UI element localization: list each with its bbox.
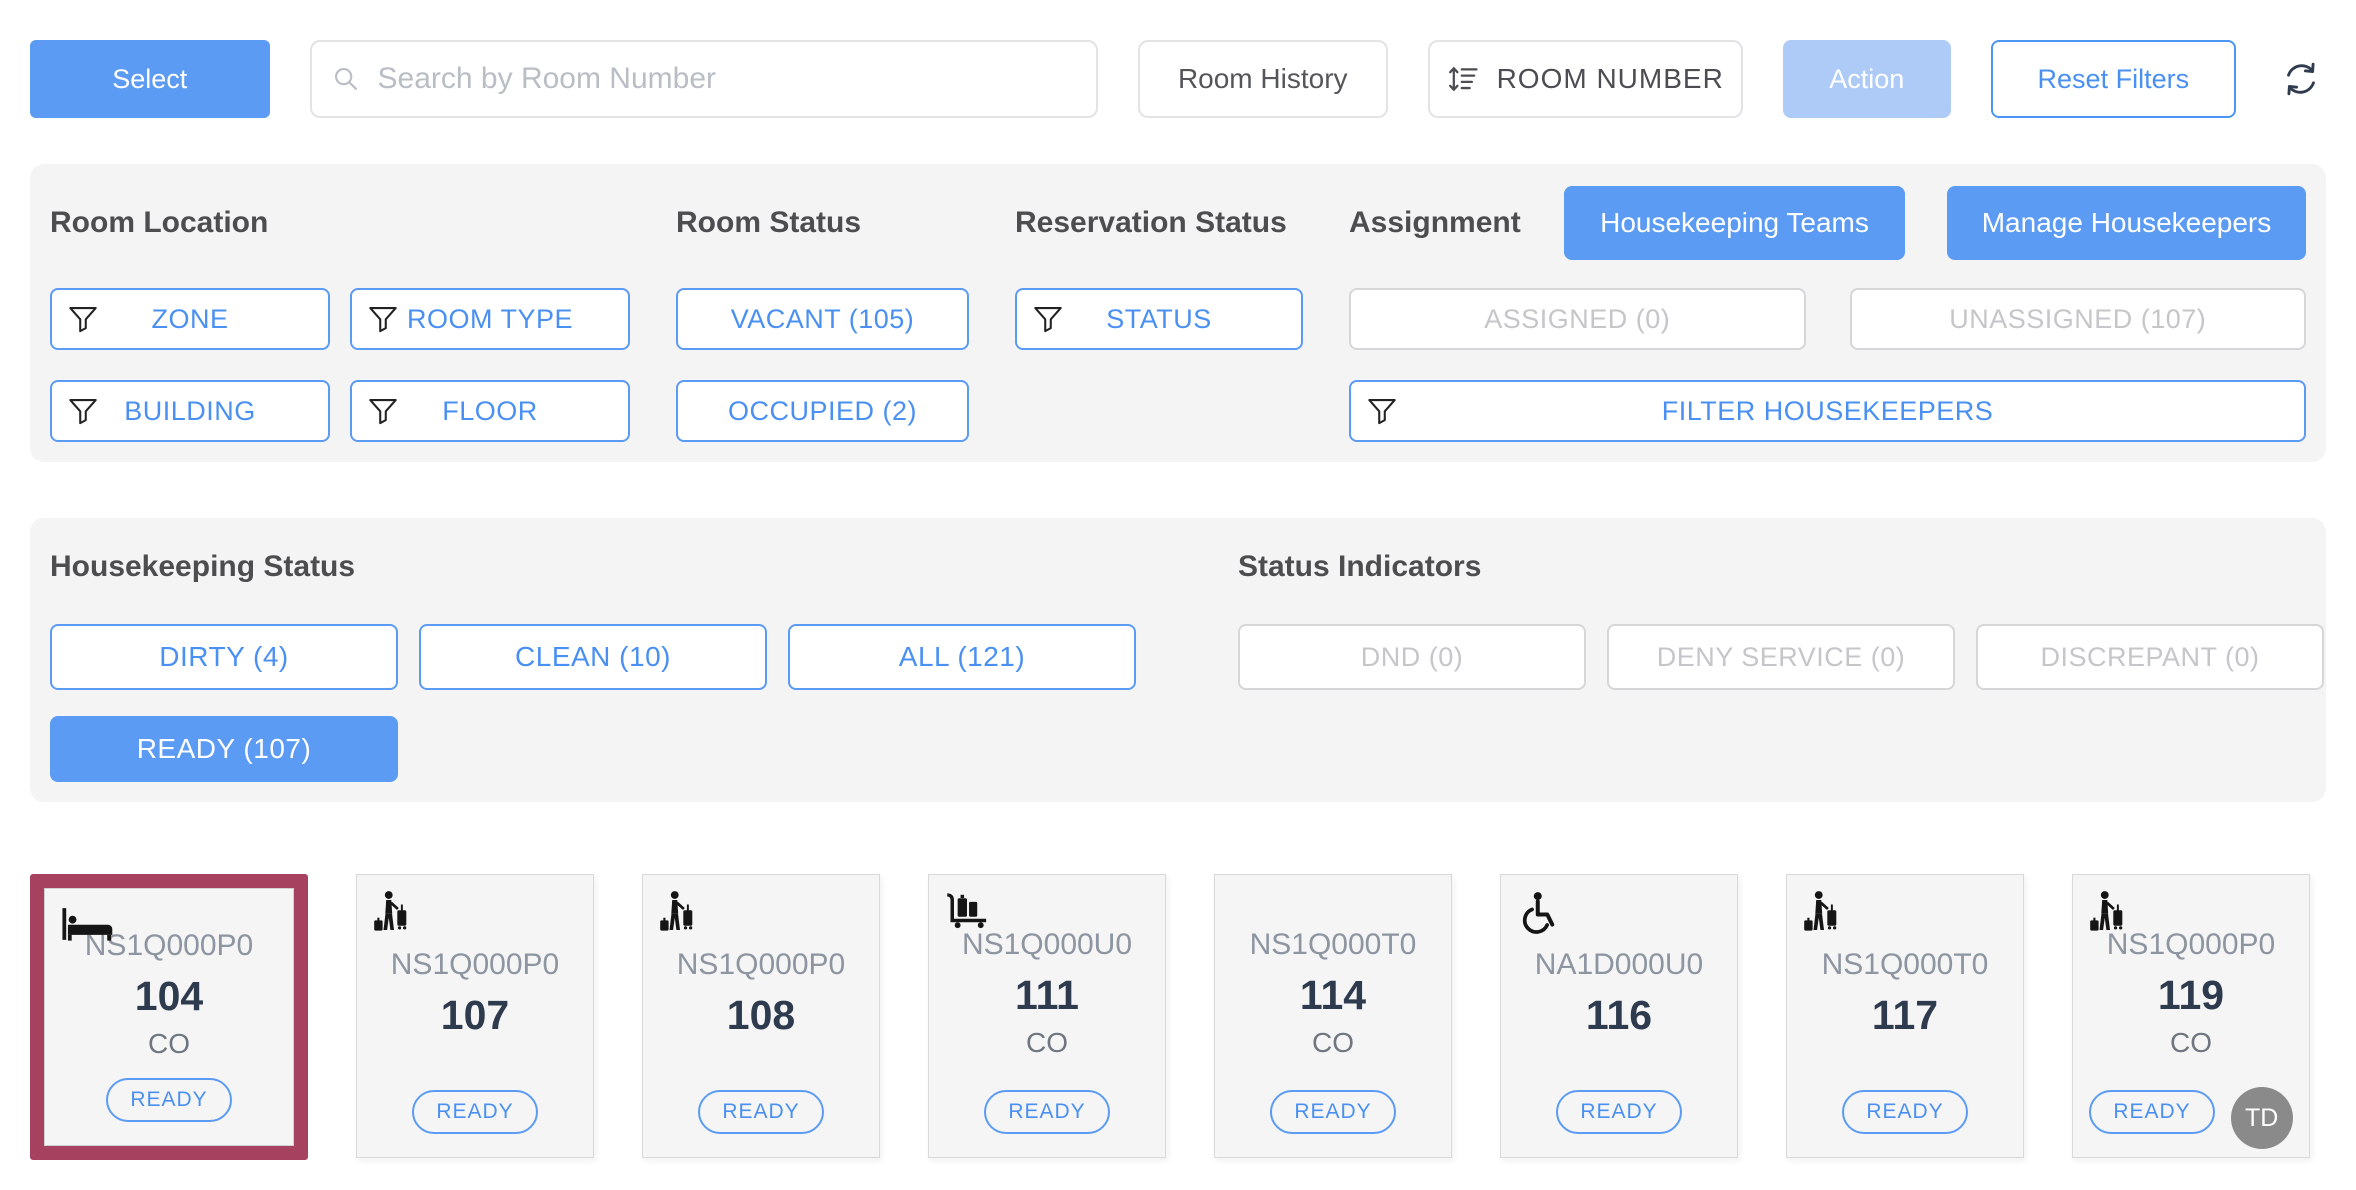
room-card[interactable]: NS1Q000P0 119 CO READY TD: [2072, 874, 2310, 1158]
room-history-button[interactable]: Room History: [1137, 40, 1388, 118]
reservation-status-label: CO: [148, 1028, 190, 1059]
status-indicators-section: Status Indicators DND (0) DENY SERVICE (…: [1238, 550, 2324, 782]
filter-funnel-icon: [69, 306, 97, 333]
housekeeping-teams-button[interactable]: Housekeeping Teams: [1564, 186, 1905, 260]
room-number: 117: [1871, 992, 1939, 1038]
bed-icon: [61, 905, 113, 943]
room-status-badge: READY: [2089, 1090, 2215, 1134]
manage-housekeepers-button[interactable]: Manage Housekeepers: [1947, 186, 2306, 260]
dnd-filter-button[interactable]: DND (0): [1238, 624, 1586, 690]
room-card[interactable]: NS1Q000U0 111 CO READY: [928, 874, 1166, 1158]
reservation-status-label: CO: [1312, 1027, 1354, 1058]
room-type-code: NA1D000U0: [1534, 948, 1704, 981]
room-type-code: NS1Q000P0: [2106, 928, 2276, 961]
wheelchair-icon: [1517, 890, 1557, 935]
search-input[interactable]: [309, 40, 1098, 118]
assignment-section: Assignment Housekeeping Teams Manage Hou…: [1349, 186, 2306, 442]
room-status-title: Room Status: [676, 206, 862, 239]
refresh-button[interactable]: [2276, 54, 2326, 104]
room-status-section: Room Status VACANT (105) OCCUPIED (2): [676, 186, 969, 442]
room-status-badge: READY: [1270, 1090, 1396, 1134]
action-button[interactable]: Action: [1782, 40, 1951, 118]
room-card[interactable]: NS1Q000P0 108 READY: [642, 874, 880, 1158]
room-type-code: NS1Q000T0: [1249, 928, 1417, 961]
reservation-status-filter-button[interactable]: STATUS: [1015, 288, 1303, 350]
room-type-code: NS1Q000T0: [1821, 948, 1989, 981]
select-button[interactable]: Select: [30, 40, 270, 118]
filter-funnel-icon: [1034, 306, 1062, 333]
room-status-badge: READY: [1556, 1090, 1682, 1134]
guest-with-luggage-icon: [659, 891, 695, 933]
room-card[interactable]: NS1Q000T0 117 READY: [1786, 874, 2024, 1158]
sort-by-room-number-button[interactable]: ROOM NUMBER: [1427, 40, 1743, 118]
guest-with-luggage-icon: [373, 891, 409, 933]
room-type-code: NS1Q000U0: [961, 928, 1133, 961]
floor-filter-button[interactable]: FLOOR: [350, 380, 630, 442]
luggage-cart-icon: [945, 891, 989, 929]
reset-filters-button[interactable]: Reset Filters: [1990, 40, 2237, 118]
unassigned-filter-button[interactable]: UNASSIGNED (107): [1849, 288, 2306, 350]
vacant-filter-button[interactable]: VACANT (105): [676, 288, 969, 350]
refresh-icon: [2287, 62, 2315, 96]
discrepant-filter-button[interactable]: DISCREPANT (0): [1976, 624, 2324, 690]
room-number: 108: [726, 992, 796, 1038]
reservation-status-label: CO: [2170, 1027, 2212, 1058]
housekeeper-avatar: TD: [2230, 1087, 2293, 1149]
assignment-title: Assignment: [1349, 206, 1521, 239]
room-card[interactable]: NS1Q000P0 107 READY: [356, 874, 594, 1158]
room-location-section: Room Location ZONE ROOM TYPE BUILDING: [50, 186, 630, 442]
room-type-code: NS1Q000P0: [676, 948, 846, 981]
room-number: 116: [1585, 992, 1653, 1038]
room-status-badge: READY: [106, 1078, 232, 1122]
room-number: 107: [440, 992, 510, 1038]
room-number: 111: [1015, 972, 1079, 1018]
building-filter-button[interactable]: BUILDING: [50, 380, 330, 442]
room-number: 119: [2157, 972, 2225, 1018]
sort-label: ROOM NUMBER: [1496, 63, 1724, 94]
reservation-status-section: Reservation Status STATUS: [1015, 186, 1303, 442]
room-card-selected-outline: NS1Q000P0 104 CO READY: [30, 874, 308, 1160]
room-number: 114: [1299, 972, 1367, 1018]
filter-funnel-icon: [369, 398, 397, 425]
clean-filter-button[interactable]: CLEAN (10): [419, 624, 767, 690]
sort-amount-icon: [1448, 67, 1478, 91]
status-panel: Housekeeping Status DIRTY (4) CLEAN (10)…: [30, 518, 2326, 802]
room-card[interactable]: NS1Q000P0 104 CO READY: [44, 888, 294, 1146]
room-card-grid: NS1Q000P0 104 CO READY NS1Q000P0 107 REA…: [0, 802, 2356, 1160]
room-status-badge: READY: [1842, 1090, 1968, 1134]
deny-service-filter-button[interactable]: DENY SERVICE (0): [1607, 624, 1955, 690]
housekeeping-status-title: Housekeeping Status: [50, 550, 356, 583]
status-indicators-title: Status Indicators: [1238, 550, 1482, 583]
room-type-code: NS1Q000P0: [84, 929, 254, 962]
ready-filter-button[interactable]: READY (107): [50, 716, 398, 782]
occupied-filter-button[interactable]: OCCUPIED (2): [676, 380, 969, 442]
room-type-filter-button[interactable]: ROOM TYPE: [350, 288, 630, 350]
room-status-badge: READY: [412, 1090, 538, 1134]
filters-panel: Room Location ZONE ROOM TYPE BUILDING: [30, 164, 2326, 462]
filter-funnel-icon: [1368, 398, 1396, 425]
all-filter-button[interactable]: ALL (121): [788, 624, 1136, 690]
search-field-wrap: [309, 40, 1098, 118]
room-status-badge: READY: [984, 1090, 1110, 1134]
room-card[interactable]: NS1Q000T0 114 CO READY: [1214, 874, 1452, 1158]
guest-with-luggage-icon: [2089, 891, 2125, 933]
filter-housekeepers-button[interactable]: FILTER HOUSEKEEPERS: [1349, 380, 2306, 442]
room-status-badge: READY: [698, 1090, 824, 1134]
filter-funnel-icon: [369, 306, 397, 333]
room-number: 104: [134, 973, 204, 1019]
guest-with-luggage-icon: [1803, 891, 1839, 933]
reservation-status-label: CO: [1026, 1027, 1068, 1058]
toolbar: Select Room History ROOM NUMBER Action R…: [0, 0, 2356, 118]
zone-filter-button[interactable]: ZONE: [50, 288, 330, 350]
room-location-title: Room Location: [50, 206, 269, 239]
dirty-filter-button[interactable]: DIRTY (4): [50, 624, 398, 690]
filter-funnel-icon: [69, 398, 97, 425]
room-type-code: NS1Q000P0: [390, 948, 560, 981]
assigned-filter-button[interactable]: ASSIGNED (0): [1349, 288, 1806, 350]
reservation-status-title: Reservation Status: [1015, 206, 1287, 239]
housekeeping-status-section: Housekeeping Status DIRTY (4) CLEAN (10)…: [50, 550, 1138, 782]
room-card[interactable]: NA1D000U0 116 READY: [1500, 874, 1738, 1158]
search-icon: [334, 68, 357, 90]
